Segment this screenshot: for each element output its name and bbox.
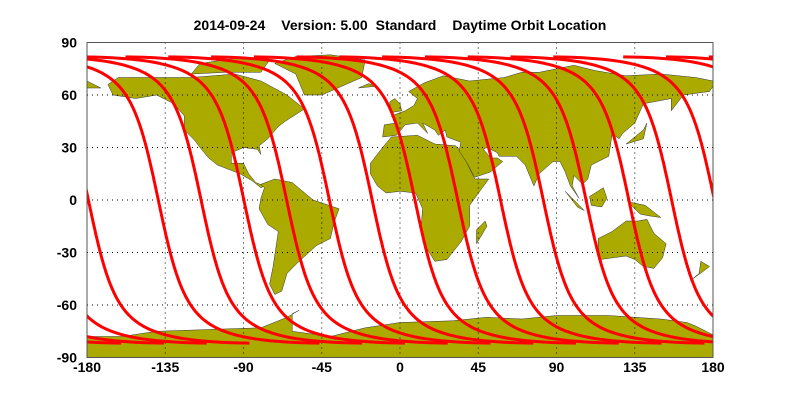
title-date: 2014-09-24 (194, 17, 266, 33)
plot-frame (86, 42, 714, 358)
orbit-track (752, 57, 800, 343)
land-polygon (358, 83, 376, 89)
land-polygon (382, 65, 713, 199)
x-tick-label: -180 (73, 359, 101, 375)
x-axis: -180 -135 -90 -45 0 45 90 135 180 (73, 359, 725, 375)
x-tick-label: 180 (701, 359, 725, 375)
land-polygon (389, 98, 403, 113)
orbit-track (382, 55, 705, 345)
orbit-track (467, 55, 713, 339)
orbit-track (510, 55, 713, 319)
y-tick-label: 0 (69, 192, 77, 208)
x-tick-label: 0 (396, 359, 404, 375)
orbit-track (87, 65, 320, 345)
orbit-track (125, 55, 448, 345)
x-tick-label: 45 (470, 359, 486, 375)
orbit-track (794, 57, 800, 343)
land-polygon (476, 220, 488, 245)
orbit-track (0, 57, 36, 343)
y-tick-label: -30 (57, 245, 77, 261)
y-tick-label: 60 (61, 87, 77, 103)
title-version: Version: 5.00 (281, 17, 368, 33)
orbit-track (168, 55, 491, 345)
y-axis: 90 60 30 0 -30 -60 -90 (57, 35, 77, 366)
orbit-track (253, 55, 577, 345)
land-polygon (107, 73, 305, 189)
orbit-track (424, 55, 713, 344)
land-polygon (565, 191, 585, 211)
orbit-track (87, 335, 164, 345)
orbit-track (296, 55, 619, 345)
orbit-track (87, 55, 405, 345)
orbit-track (211, 55, 534, 345)
chart-title: 2014-09-24 Version: 5.00 Standard Daytime O… (194, 17, 607, 33)
orbit-tracks-layer (0, 55, 800, 345)
land-polygon (589, 187, 608, 208)
x-tick-label: -90 (233, 359, 253, 375)
orbit-track (708, 55, 713, 59)
land-polygon (597, 219, 667, 269)
land-polygon (625, 122, 648, 145)
orbit-track (339, 55, 662, 345)
land-polygon (87, 80, 102, 89)
x-tick-label: 90 (549, 359, 565, 375)
x-tick-label: -45 (312, 359, 332, 375)
x-tick-label: -135 (151, 359, 179, 375)
title-subject: Daytime Orbit Location (452, 17, 606, 33)
y-tick-label: 30 (61, 140, 77, 156)
y-tick-label: -90 (57, 350, 77, 366)
land-polygon (370, 135, 490, 262)
land-polygon (627, 201, 662, 218)
land-polygon (258, 178, 340, 295)
y-tick-label: -60 (57, 297, 77, 313)
x-tick-label: 135 (623, 359, 647, 375)
land-layer (87, 54, 713, 358)
y-tick-label: 90 (61, 35, 77, 51)
title-mode: Standard (376, 17, 437, 33)
orbit-track (553, 55, 713, 201)
orbit-track (87, 57, 363, 345)
land-polygon (690, 260, 710, 281)
orbit-track (87, 186, 250, 345)
